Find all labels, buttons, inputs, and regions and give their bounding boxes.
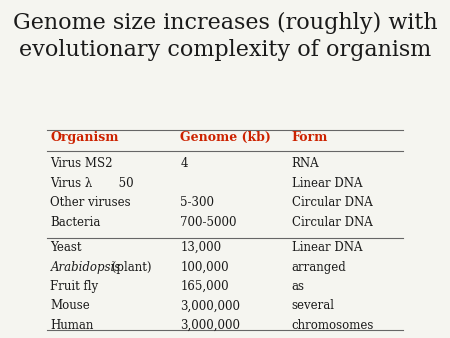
Text: Arabidopsis: Arabidopsis xyxy=(50,261,121,273)
Text: Virus λ       50: Virus λ 50 xyxy=(50,177,134,190)
Text: Other viruses: Other viruses xyxy=(50,196,131,209)
Text: Circular DNA: Circular DNA xyxy=(292,216,373,228)
Text: (plant): (plant) xyxy=(108,261,152,273)
Text: arranged: arranged xyxy=(292,261,346,273)
Text: Mouse: Mouse xyxy=(50,299,90,312)
Text: as: as xyxy=(292,280,305,293)
Text: Virus MS2: Virus MS2 xyxy=(50,157,113,170)
Text: 3,000,000: 3,000,000 xyxy=(180,299,240,312)
Text: Form: Form xyxy=(292,131,328,144)
Text: Bacteria: Bacteria xyxy=(50,216,101,228)
Text: chromosomes: chromosomes xyxy=(292,319,374,332)
Text: Human: Human xyxy=(50,319,94,332)
Text: Organism: Organism xyxy=(50,131,119,144)
Text: 13,000: 13,000 xyxy=(180,241,221,254)
Text: Yeast: Yeast xyxy=(50,241,82,254)
Text: Linear DNA: Linear DNA xyxy=(292,241,362,254)
Text: RNA: RNA xyxy=(292,157,320,170)
Text: 3,000,000: 3,000,000 xyxy=(180,319,240,332)
Text: 5-300: 5-300 xyxy=(180,196,215,209)
Text: several: several xyxy=(292,299,335,312)
Text: 100,000: 100,000 xyxy=(180,261,229,273)
Text: 4: 4 xyxy=(180,157,188,170)
Text: Circular DNA: Circular DNA xyxy=(292,196,373,209)
Text: Genome (kb): Genome (kb) xyxy=(180,131,271,144)
Text: Genome size increases (roughly) with
evolutionary complexity of organism: Genome size increases (roughly) with evo… xyxy=(13,11,437,61)
Text: 700-5000: 700-5000 xyxy=(180,216,237,228)
Text: Fruit fly: Fruit fly xyxy=(50,280,99,293)
Text: Linear DNA: Linear DNA xyxy=(292,177,362,190)
Text: 165,000: 165,000 xyxy=(180,280,229,293)
